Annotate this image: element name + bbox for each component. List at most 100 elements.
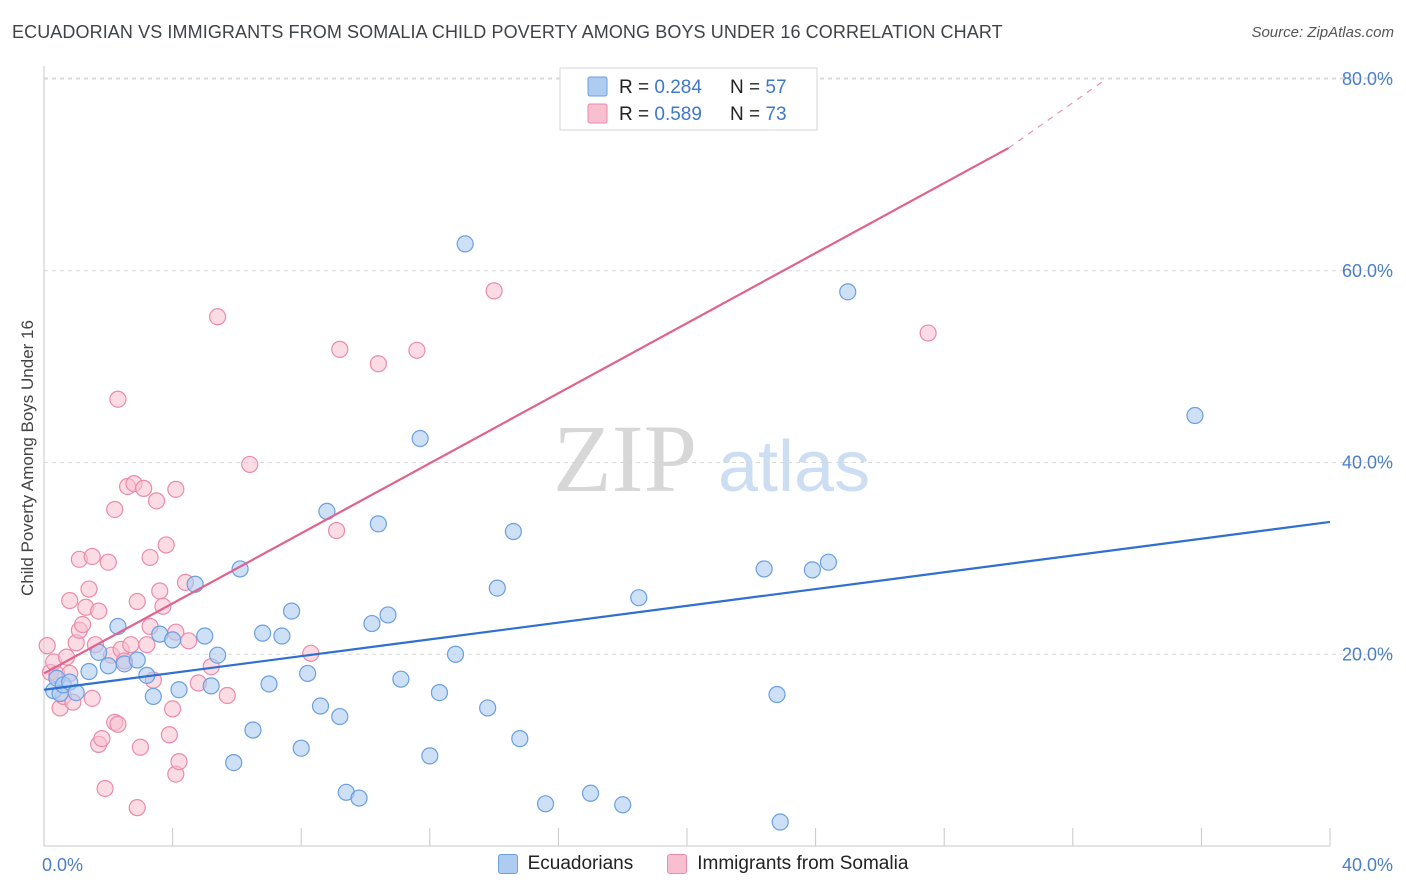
somalia-point-46	[160, 726, 178, 744]
somalia-point-48	[167, 480, 185, 498]
trend-line-somalia	[43, 147, 1010, 675]
somalia-point-53	[180, 632, 198, 650]
somalia-point-62	[369, 355, 387, 373]
svg-text:N = 73: N = 73	[730, 104, 787, 125]
ecuadorians-point-53	[768, 685, 786, 704]
y-tick-label-3: 80.0%	[1342, 69, 1393, 89]
somalia-point-57	[218, 686, 236, 705]
legend-r-label-1: R =	[619, 77, 654, 98]
somalia-point-60	[327, 521, 346, 540]
somalia-point-16	[83, 547, 101, 566]
somalia-point-43	[151, 582, 169, 600]
legend-n-value-1: 57	[765, 77, 786, 98]
somalia-point-13	[73, 615, 92, 634]
axes	[43, 66, 1331, 847]
somalia-point-63	[408, 341, 426, 359]
ecuadorians-point-57	[839, 283, 857, 301]
somalia-point-61	[331, 340, 349, 358]
somalia-point-28	[109, 390, 127, 408]
ecuadorians-point-52	[755, 560, 773, 578]
trend-line-ecuadorians	[43, 520, 1331, 691]
ecuadorians-point-23	[244, 721, 262, 739]
ecuadorians-point-20	[209, 646, 227, 664]
somalia-point-21	[93, 730, 111, 748]
x-tick-label-0: 0.0%	[42, 855, 83, 875]
somalia-point-64	[485, 282, 503, 300]
ecuadorians-point-46	[504, 522, 522, 541]
legend-n-label-2: N =	[730, 104, 765, 125]
somalia-point-26	[106, 500, 124, 519]
somalia-point-36	[131, 738, 150, 756]
ecuadorians-point-55	[803, 561, 821, 579]
ecuadorians-point-44	[479, 699, 497, 717]
ecuadorians-point-35	[363, 614, 381, 633]
ecuadorians-point-16	[170, 681, 188, 699]
ecuadorians-point-36	[369, 515, 387, 533]
somalia-point-47	[164, 700, 182, 718]
ecuadorians-point-15	[164, 631, 182, 649]
somalia-point-56	[209, 308, 227, 326]
ecuadorians-point-32	[331, 707, 349, 726]
somalia-point-51	[170, 753, 188, 771]
ecuadorians-point-49	[581, 784, 600, 802]
somalia-point-19	[90, 602, 108, 620]
ecuadorians-point-43	[456, 235, 474, 253]
svg-text:N = 57: N = 57	[730, 77, 787, 98]
ecuadorians-point-50	[614, 796, 632, 814]
legend-swatch-somalia	[587, 103, 608, 124]
ecuadorians-point-56	[819, 553, 838, 571]
bottom-legend-item-ecuadorians: Ecuadorians	[497, 851, 633, 877]
legend-n-value-2: 73	[765, 104, 786, 125]
somalia-point-22	[96, 779, 114, 798]
somalia-point-17	[83, 689, 101, 707]
y-tick-labels: 20.0% 40.0% 60.0% 80.0%	[1342, 69, 1393, 664]
ecuadorians-point-34	[350, 789, 368, 807]
ecuadorians-point-24	[254, 624, 272, 642]
series-somalia-points	[38, 282, 937, 817]
ecuadorians-point-40	[421, 747, 439, 765]
legend-swatch-ecuadorians	[587, 76, 608, 97]
bottom-legend-swatch-ecuadorians	[497, 854, 518, 874]
trend-lines	[43, 79, 1331, 691]
somalia-point-45	[157, 536, 175, 554]
somalia-point-0	[38, 637, 56, 655]
bottom-legend: Ecuadorians Immigrants from Somalia	[0, 851, 1406, 877]
ecuadorians-point-6	[80, 662, 98, 681]
ecuadorians-point-37	[379, 606, 397, 624]
somalia-point-37	[135, 479, 153, 497]
y-tick-label-0: 20.0%	[1342, 644, 1393, 664]
y-axis-label: Child Poverty Among Boys Under 16	[18, 320, 37, 596]
somalia-point-65	[919, 324, 937, 342]
ecuadorians-point-42	[446, 645, 465, 663]
chart-title: ECUADORIAN VS IMMIGRANTS FROM SOMALIA CH…	[12, 22, 1003, 42]
ecuadorians-point-30	[311, 697, 330, 715]
ecuadorians-point-58	[1186, 406, 1204, 425]
ecuadorians-point-38	[392, 670, 410, 688]
ecuadorians-point-47	[511, 730, 529, 748]
somalia-point-34	[128, 592, 146, 611]
bottom-legend-item-somalia: Immigrants from Somalia	[667, 851, 908, 877]
bottom-legend-swatch-somalia	[667, 854, 688, 874]
ecuadorians-point-39	[411, 429, 429, 448]
trend-line-somalia-extension	[1008, 79, 1106, 149]
legend-r-label-2: R =	[619, 104, 654, 125]
ecuadorians-point-45	[488, 579, 506, 597]
ecuadorians-point-41	[430, 683, 449, 702]
ecuadorians-point-26	[273, 627, 291, 645]
somalia-point-42	[147, 492, 166, 510]
somalia-point-27	[109, 715, 127, 733]
ecuadorians-point-28	[292, 739, 310, 757]
somalia-point-23	[99, 553, 117, 571]
somalia-point-32	[122, 636, 140, 654]
bottom-legend-label-somalia: Immigrants from Somalia	[697, 853, 909, 874]
ecuadorians-point-18	[196, 627, 214, 645]
ecuadorians-point-48	[536, 795, 555, 813]
svg-text:R = 0.284: R = 0.284	[619, 77, 702, 98]
legend-box: R = 0.284 N = 57 R = 0.589 N = 73	[559, 67, 818, 131]
y-tick-label-2: 60.0%	[1342, 261, 1393, 281]
legend-r-value-2: 0.589	[654, 104, 702, 125]
ecuadorians-point-19	[202, 677, 220, 695]
legend-n-label-1: N =	[730, 77, 765, 98]
ecuadorians-point-25	[260, 675, 278, 693]
